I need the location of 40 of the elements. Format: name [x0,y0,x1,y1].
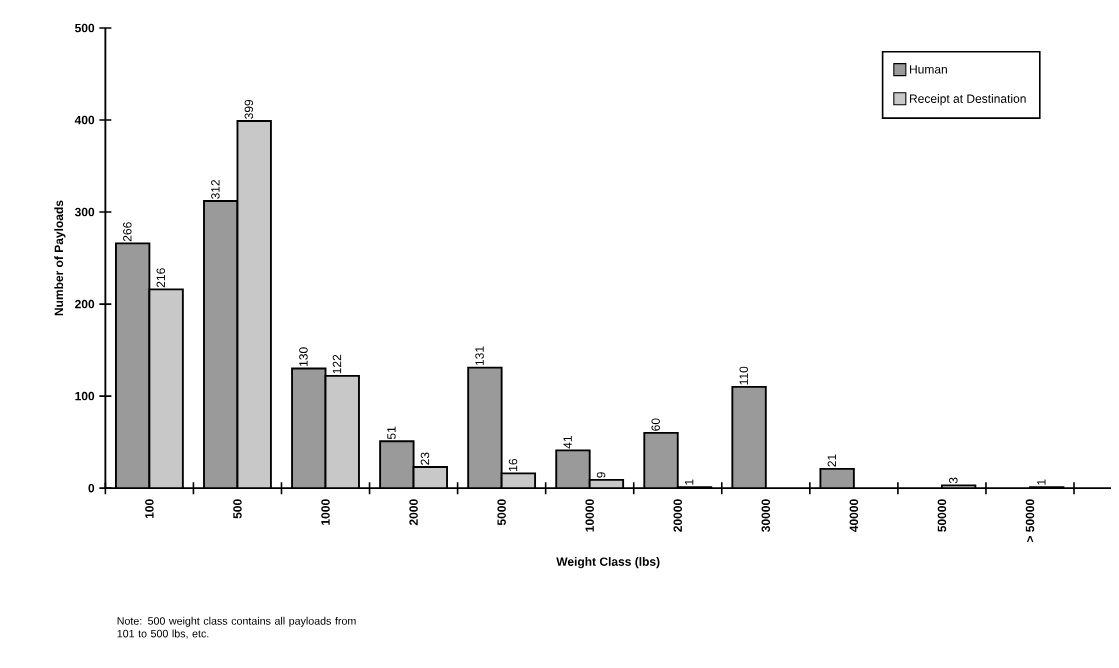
x-tick-label: 500 [233,499,242,519]
data-label: 312 [211,179,220,199]
data-label: 16 [508,458,518,471]
data-label: 41 [563,435,572,449]
data-label: 399 [244,99,254,119]
x-tick-label: 20000 [673,499,683,532]
data-label: 3 [949,477,958,484]
data-label: 1 [1037,479,1046,485]
x-tick-label: 30000 [761,499,771,532]
data-label: 9 [596,472,606,478]
x-tick-label: 100 [145,499,154,519]
data-label: 131 [475,346,484,365]
data-label: 122 [332,354,342,374]
x-tick-label: 5000 [497,499,506,526]
legend-label: Human [910,65,947,74]
y-tick-label: 300 [74,207,95,217]
data-label: 1 [685,479,694,485]
y-axis-title: Number of Payloads [54,200,66,316]
y-tick-label: 0 [88,483,95,493]
y-tick-label: 500 [75,23,95,33]
x-axis-title: Weight Class (lbs) [556,556,660,569]
data-label: 60 [651,418,660,431]
y-tick-label: 100 [75,391,95,401]
data-label: 130 [299,347,308,366]
data-label: 51 [387,426,396,440]
legend-label: Receipt at Destination [910,93,1026,106]
text: Note: 500 weight class contains all payloads from 101 to 500 lbs, etc. [117,616,356,639]
x-tick-label: > 50000 [1025,499,1035,542]
data-label: 216 [156,268,166,288]
x-tick-label: 2000 [409,499,418,526]
data-label: 21 [827,454,836,467]
data-label: 110 [739,366,748,385]
x-tick-label: 40000 [849,499,859,532]
x-tick-label: 1000 [321,499,330,525]
x-tick-label: 10000 [585,499,594,532]
x-tick-label: 50000 [937,499,947,532]
data-label: 23 [420,452,430,465]
y-tick-label: 200 [75,299,95,309]
data-label: 266 [123,222,132,242]
y-tick-label: 400 [74,115,95,125]
